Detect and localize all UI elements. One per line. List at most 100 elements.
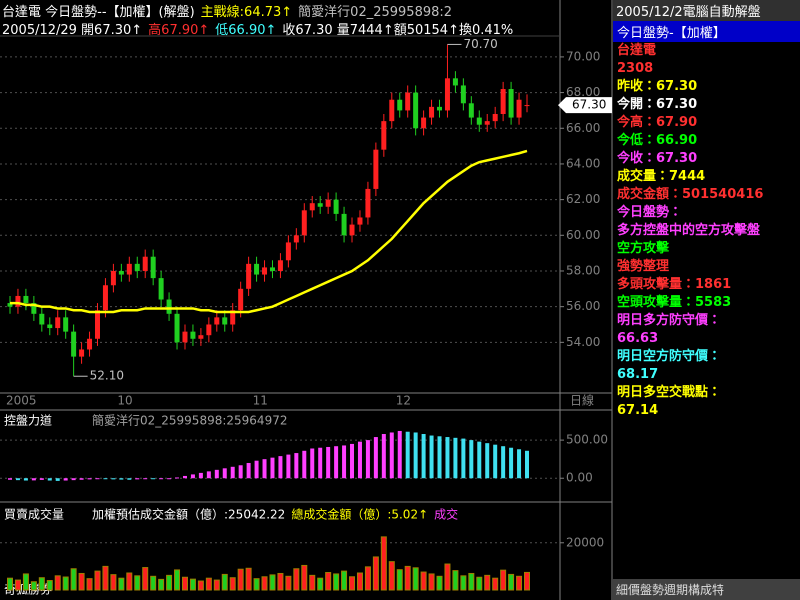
info-row: 空頭攻擊量：5583 [617,295,732,310]
bar [485,443,490,479]
bar [95,478,100,480]
volume-bar [46,580,53,591]
info-row: 多方控盤中的空方攻擊盤 [617,223,761,238]
info-row: 空方攻擊 [617,241,670,256]
volume-bar [237,568,244,591]
volume-bar [22,573,29,591]
volume-bar [30,581,37,591]
candle-body [277,260,283,271]
period-label: 日線 [570,393,594,408]
bar [365,440,370,479]
volume-bar [364,566,371,591]
side-title: 2005/12/2電腦自動解盤 [613,0,800,21]
bar [39,478,44,480]
bar [453,437,458,479]
bar [509,447,514,479]
header-text: 低66.90↑ [215,23,277,38]
bar [103,478,108,480]
info-row: 成交金額：501540416 [617,187,764,202]
candle-body [110,270,116,286]
annotation: 70.70 [463,37,497,51]
volume-bar [229,577,236,591]
bar [111,478,116,480]
y-tick-label: 54.00 [566,335,600,349]
volume-bar [213,579,220,591]
volume-bar [309,574,316,591]
y-tick-label: 58.00 [566,263,600,277]
candle-body [118,270,124,275]
bar [350,443,355,479]
bar [182,475,187,479]
volume-bar [14,579,21,591]
y-tick-label: 500.00 [566,433,608,447]
bar [326,446,331,479]
bar [167,478,172,480]
bar [71,478,76,481]
volume-bar [126,572,133,591]
candle-body [389,99,395,122]
bar [334,446,339,479]
header-text: 2005/12/29 開67.30↑ [2,23,143,38]
volume-bar [396,569,403,591]
info-row: 今日盤勢： [617,205,683,220]
candle-body [484,121,490,125]
price-marker-label: 67.30 [572,98,606,112]
volume-bar [301,564,308,591]
candle-body [325,199,331,207]
info-row: 強勢整理 [617,259,670,274]
bar [151,478,156,480]
y-tick-label: 66.00 [566,121,600,135]
volume-bar [516,575,523,591]
volume-bar [134,575,141,591]
candle-body [142,256,148,271]
bar [397,430,402,479]
candle-body [301,210,307,236]
candle-body [87,338,93,350]
volume-bar [444,563,451,591]
volume-bar [508,573,515,591]
candle-body [15,295,21,307]
bar [79,478,84,480]
bar [127,478,132,480]
candle-body [381,121,387,150]
candle-body [7,303,13,307]
header-text: 簡愛洋行02_25995898:2 [298,5,453,20]
bar [190,474,195,479]
bar [175,477,180,479]
info-row: 明日多方防守價： [617,313,722,328]
annotation: 52.10 [90,369,124,383]
volume-bar [452,570,459,591]
candle-body [174,313,180,343]
volume-bar [158,578,165,591]
bar [469,440,474,479]
candle-body [341,213,347,236]
bar [214,469,219,479]
candle-body [198,335,204,339]
candle-body [206,324,212,336]
candle-body [524,105,530,107]
volume-bar [333,573,340,591]
bar [262,459,267,479]
volume-bar [205,577,212,591]
bar [429,435,434,479]
candle-body [31,303,37,314]
candle-body [508,89,514,118]
side-panel: 2005/12/2電腦自動解盤 今日盤勢-【加權】 台達電 2308 昨收：67.3… [613,0,800,600]
candle-body [413,92,419,129]
bar [270,457,275,479]
candle-body [63,317,69,332]
bar [222,468,227,479]
volume-bar [54,575,61,591]
bar [389,432,394,479]
candle-body [39,313,45,325]
info-row: 明日空方防守價： [617,349,722,364]
volume-bar [62,576,69,591]
bar [238,465,243,479]
candle-body [254,263,260,275]
candle-body [357,217,363,225]
header-line: 台達電 今日盤勢--【加權】(解盤) 主戰線:64.73↑ 簡愛洋行02_25995… [2,1,558,20]
candle-body [269,267,275,271]
candle-body [452,78,458,86]
